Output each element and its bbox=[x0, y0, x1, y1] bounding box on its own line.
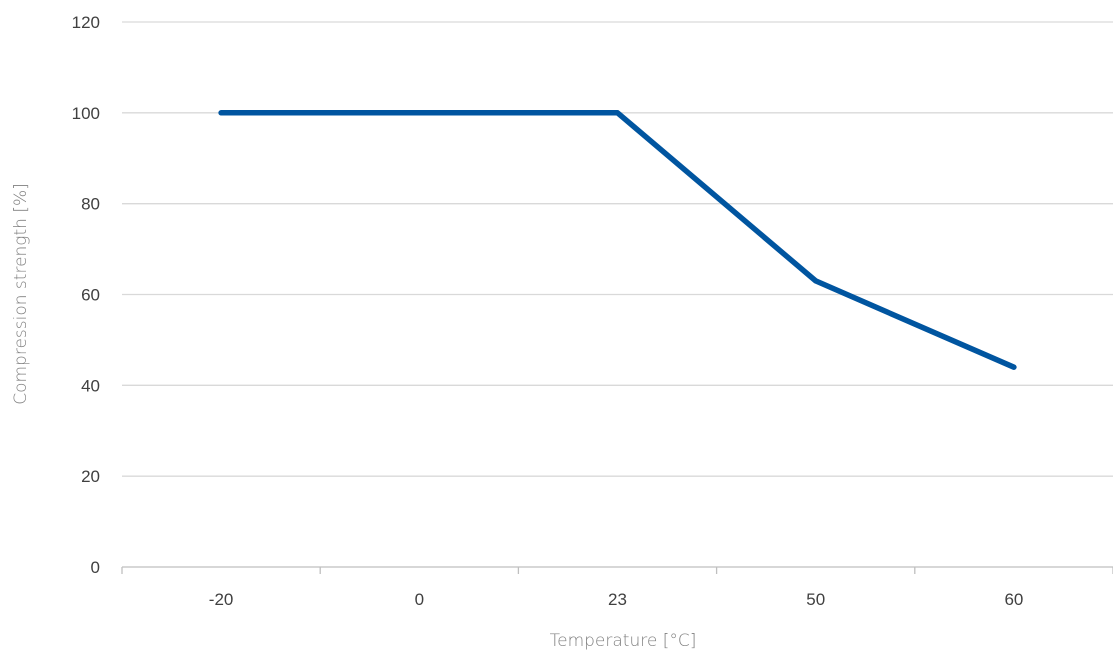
tick-labels: 0 20 40 60 80 100 120 -20 0 23 50 60 bbox=[72, 13, 1024, 609]
y-tick-label-40: 40 bbox=[81, 376, 100, 395]
x-tick-label-50: 50 bbox=[806, 590, 825, 609]
y-tick-label-60: 60 bbox=[81, 286, 100, 305]
y-tick-label-80: 80 bbox=[81, 195, 100, 214]
x-tick-label-60: 60 bbox=[1004, 590, 1023, 609]
series-layer bbox=[218, 110, 1017, 370]
y-axis-title: Compression strength [%] bbox=[11, 183, 31, 405]
x-tick-label--20: -20 bbox=[209, 590, 234, 609]
y-tick-label-100: 100 bbox=[72, 104, 100, 123]
axes bbox=[121, 566, 1113, 574]
series-line-0 bbox=[218, 110, 1017, 370]
gridlines bbox=[122, 21, 1113, 477]
x-axis-title: Temperature [°C] bbox=[550, 631, 697, 651]
y-tick-label-0: 0 bbox=[91, 558, 100, 577]
y-tick-label-20: 20 bbox=[81, 467, 100, 486]
x-tick-label-23: 23 bbox=[608, 590, 627, 609]
x-tick-label-0: 0 bbox=[415, 590, 424, 609]
y-tick-label-120: 120 bbox=[72, 13, 100, 32]
